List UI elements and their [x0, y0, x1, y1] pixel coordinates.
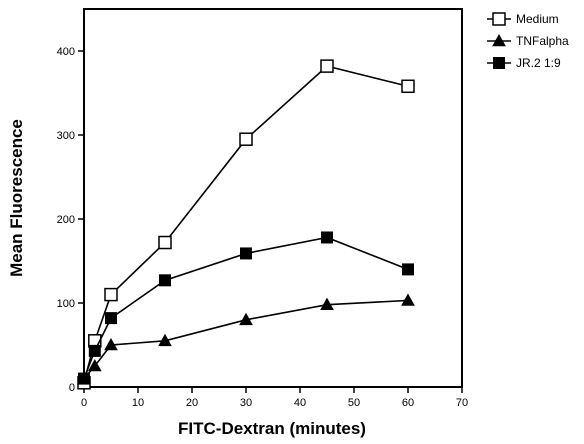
- legend-label: Medium: [516, 12, 559, 26]
- ticks: 0 10 20 30 40 50 60 70 0 100 200 300 400: [57, 46, 468, 409]
- data-point-tnfalpha: [104, 337, 118, 351]
- legend-marker-tnfalpha: [492, 33, 506, 47]
- series-tnfalpha: [77, 293, 415, 384]
- x-tick-label: 40: [294, 397, 306, 409]
- x-tick-label: 60: [402, 397, 414, 409]
- data-point-jr-2-1-9: [78, 372, 90, 385]
- data-point-tnfalpha: [401, 293, 415, 306]
- data-point-jr-2-1-9: [105, 312, 117, 325]
- x-tick-label: 0: [81, 397, 87, 409]
- legend-item-tnfalpha: TNFalpha: [487, 33, 569, 48]
- x-axis-title: FITC-Dextran (minutes): [178, 419, 366, 438]
- data-point-medium: [239, 132, 253, 146]
- y-tick-label: 200: [57, 214, 75, 226]
- x-tick-label: 10: [132, 397, 144, 409]
- y-tick-label: 400: [57, 46, 75, 58]
- axes: [83, 8, 463, 388]
- legend-label: TNFalpha: [516, 34, 569, 48]
- x-tick-label: 50: [348, 397, 360, 409]
- data-point-jr-2-1-9: [159, 274, 171, 287]
- x-tick-label: 70: [456, 397, 468, 409]
- y-tick-label: 0: [69, 382, 75, 394]
- data-point-jr-2-1-9: [240, 247, 252, 260]
- x-tick-label: 20: [186, 397, 198, 409]
- data-point-medium: [158, 235, 172, 250]
- x-tick-label: 30: [240, 397, 252, 409]
- series-line-tnfalpha: [83, 299, 409, 380]
- data-point-medium: [401, 79, 415, 94]
- data-point-jr-2-1-9: [321, 231, 333, 244]
- series-medium: [77, 59, 415, 390]
- legend-label: JR.2 1:9: [516, 56, 561, 70]
- data-point-jr-2-1-9: [402, 263, 414, 276]
- series-line-medium: [83, 65, 409, 383]
- data-point-tnfalpha: [87, 358, 102, 372]
- legend-item-jr-2-1-9: JR.2 1:9: [487, 56, 561, 70]
- y-tick-label: 100: [57, 298, 75, 310]
- data-point-tnfalpha: [320, 297, 334, 310]
- series-jr-2-1-9: [78, 231, 414, 385]
- data-point-medium: [320, 59, 334, 73]
- legend-item-medium: Medium: [487, 12, 559, 26]
- data-point-jr-2-1-9: [88, 344, 101, 357]
- y-tick-label: 300: [57, 130, 75, 142]
- legend-marker-jr-2-1-9: [493, 57, 505, 69]
- data-point-medium: [104, 287, 118, 302]
- plot-frame: [83, 8, 463, 388]
- legend-marker-medium: [492, 12, 506, 26]
- data-point-tnfalpha: [239, 312, 253, 326]
- legend: Medium TNFalpha JR.2 1:9: [487, 12, 569, 70]
- data-point-tnfalpha: [158, 333, 172, 347]
- y-axis-title: Mean Fluorescence: [7, 119, 26, 277]
- series-layer: [77, 59, 415, 390]
